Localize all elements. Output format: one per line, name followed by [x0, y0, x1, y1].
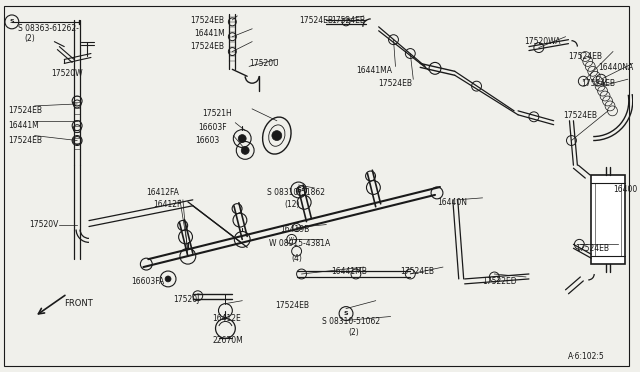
Text: 17524EB: 17524EB — [568, 52, 602, 61]
Text: 16412F: 16412F — [153, 200, 182, 209]
Text: 17524EB: 17524EB — [575, 244, 609, 253]
Text: S: S — [10, 19, 14, 25]
Text: W: W — [289, 237, 294, 242]
Text: 16441M: 16441M — [8, 121, 38, 130]
Text: 16603: 16603 — [195, 135, 219, 145]
Text: 17524EB: 17524EB — [332, 16, 365, 25]
Text: S 08363-61262-: S 08363-61262- — [18, 24, 79, 33]
Text: 16440N: 16440N — [437, 198, 467, 207]
Text: 17524EB: 17524EB — [564, 111, 598, 120]
Text: 16440NA: 16440NA — [598, 63, 634, 73]
Text: 17524EB: 17524EB — [300, 16, 333, 25]
Text: 16603FA: 16603FA — [131, 277, 164, 286]
Text: 17524EB: 17524EB — [8, 135, 42, 145]
Text: FRONT: FRONT — [64, 299, 93, 308]
Text: (4): (4) — [292, 254, 303, 263]
Text: 17524EB: 17524EB — [190, 16, 224, 25]
Text: 17521H: 17521H — [203, 109, 232, 118]
Text: 17524EB: 17524EB — [8, 106, 42, 115]
Text: 17524EB: 17524EB — [275, 301, 309, 310]
Circle shape — [238, 135, 246, 142]
Text: S: S — [344, 311, 348, 316]
Text: S 08310-51862: S 08310-51862 — [267, 188, 325, 197]
Text: 17520W: 17520W — [51, 69, 83, 78]
Circle shape — [241, 147, 249, 154]
Text: 16419B: 16419B — [280, 225, 309, 234]
Text: 22670M: 22670M — [212, 336, 243, 345]
Text: 16441MA: 16441MA — [356, 66, 392, 76]
Text: 16441M: 16441M — [194, 29, 225, 38]
Circle shape — [272, 131, 282, 141]
Text: 17520J: 17520J — [173, 295, 200, 304]
Text: 16441MB: 16441MB — [332, 267, 367, 276]
Text: 16400: 16400 — [613, 185, 637, 194]
Text: (12): (12) — [285, 200, 300, 209]
Text: 17524EB: 17524EB — [190, 42, 224, 51]
Text: 17524EB: 17524EB — [379, 79, 413, 88]
Bar — [591, 175, 625, 264]
Text: 17520V: 17520V — [29, 219, 59, 229]
Text: 17524EB: 17524EB — [401, 267, 435, 276]
Text: (2): (2) — [348, 328, 359, 337]
Text: 17520WA: 17520WA — [524, 37, 561, 46]
Circle shape — [165, 276, 171, 282]
Text: 17520U: 17520U — [249, 60, 279, 68]
Text: W 08915-4381A: W 08915-4381A — [269, 240, 330, 248]
Text: S 08310-51062: S 08310-51062 — [323, 317, 380, 326]
Text: A·6:102:5: A·6:102:5 — [568, 352, 604, 361]
Text: 16603F: 16603F — [198, 123, 227, 132]
Text: 17524EB: 17524EB — [581, 79, 615, 88]
Text: S: S — [296, 187, 301, 193]
Text: 16412FA: 16412FA — [147, 188, 179, 197]
Text: 16412E: 16412E — [212, 314, 241, 323]
Text: 17522ED: 17522ED — [483, 277, 517, 286]
Text: (2): (2) — [25, 34, 35, 43]
